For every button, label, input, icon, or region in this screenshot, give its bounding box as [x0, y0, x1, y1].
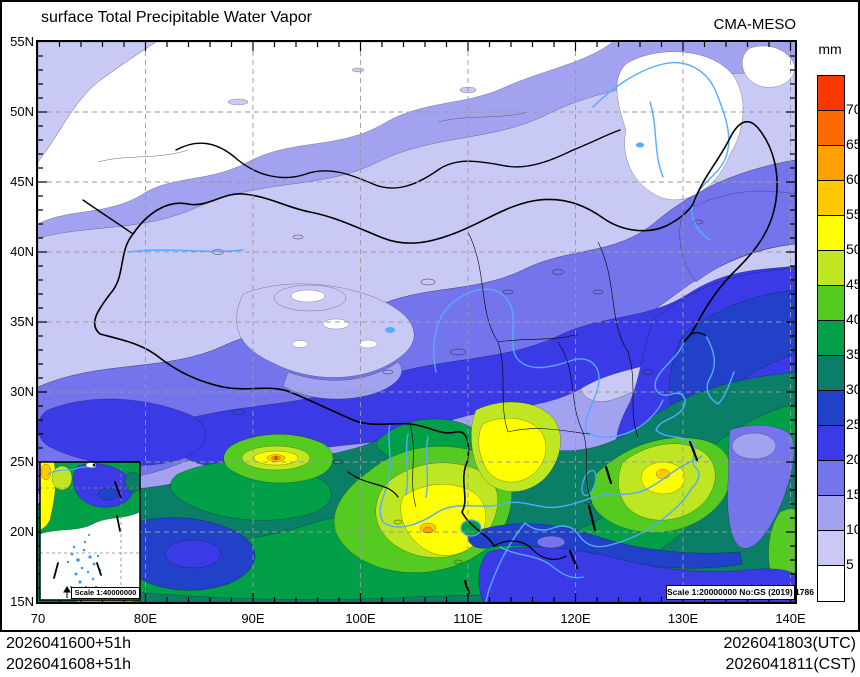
init-time-utc: 2026041600+51h: [6, 635, 132, 652]
colorbar-cell: [818, 251, 844, 286]
y-tick-label: 20N: [10, 524, 34, 539]
x-tick-label: 130E: [667, 611, 699, 626]
x-tick-label: 110E: [453, 611, 483, 626]
colorbar-cell: [818, 531, 844, 566]
model-name-label: CMA-MESO: [713, 16, 797, 33]
colorbar-tick-label: 65: [846, 136, 860, 152]
x-tick-label: 140E: [775, 611, 806, 626]
x-tick-label: 90E: [241, 611, 265, 626]
colorbar-tick-label: 35: [846, 346, 860, 362]
colorbar-tick-label: 40: [846, 311, 860, 327]
colorbar-cell: [818, 286, 844, 321]
x-tick-label: 100E: [345, 611, 376, 626]
y-tick-label: 40N: [10, 244, 34, 259]
valid-time-cst: 2026041811(CST): [725, 656, 856, 673]
colorbar-tick-label: 60: [846, 171, 860, 187]
colorbar-cell: [818, 426, 844, 461]
colorbar-tick-label: 15: [846, 486, 860, 502]
map-panel: [36, 40, 797, 604]
province-borders: [409, 231, 639, 508]
inset-scale-label: Scale 1:40000000: [71, 587, 140, 599]
y-tick-label: 35N: [10, 314, 34, 329]
footer-valid-times: 2026041803(UTC) 2026041811(CST): [723, 633, 856, 675]
colorbar-tick-label: 70: [846, 101, 860, 117]
x-tick-label: 120E: [560, 611, 591, 626]
colorbar-tick-label: 55: [846, 206, 860, 222]
y-tick-label: 55N: [10, 34, 34, 49]
colorbar-tick-label: 30: [846, 381, 860, 397]
colorbar-tick-label: 5: [846, 556, 854, 572]
colorbar-cell: [818, 496, 844, 531]
init-time-cst: 2026041608+51h: [6, 656, 132, 673]
footer-init-times: 2026041600+51h 2026041608+51h: [6, 633, 131, 675]
y-tick-label: 50N: [10, 104, 34, 119]
colorbar-cell: [818, 76, 844, 111]
y-tick-label: 15N: [10, 594, 34, 609]
contour-fill-layer: [38, 42, 795, 602]
colorbar-cell: [818, 461, 844, 496]
colorbar-tick-label: 50: [846, 241, 860, 257]
colorbar-tick-label: 20: [846, 451, 860, 467]
colorbar-cell: [818, 356, 844, 391]
colorbar-cell: [818, 216, 844, 251]
colorbar-cell: [818, 566, 844, 601]
colorbar-tick-label: 10: [846, 521, 860, 537]
page-title: surface Total Precipitable Water Vapor: [41, 9, 312, 26]
colorbar-cell: [818, 111, 844, 146]
rivers-coastlines: [127, 62, 735, 602]
y-tick-label: 30N: [10, 384, 34, 399]
colorbar-tick-label: 45: [846, 276, 860, 292]
colorbar-cell: [818, 391, 844, 426]
colorbar-tick-label: 25: [846, 416, 860, 432]
inset-map-south-china-sea: [39, 461, 141, 601]
colorbar-cell: [818, 181, 844, 216]
colorbar-cell: [818, 321, 844, 356]
y-tick-label: 45N: [10, 174, 34, 189]
map-scale-note: Scale 1:20000000 No:GS (2019) 1786: [666, 585, 814, 600]
colorbar-cell: [818, 146, 844, 181]
axis-ticks: [38, 42, 795, 602]
graticule-gridlines: [38, 42, 795, 602]
map-canvas: [38, 42, 795, 602]
valid-time-utc: 2026041803(UTC): [723, 635, 856, 652]
x-tick-label: 70: [30, 611, 46, 626]
x-tick-label: 80E: [133, 611, 158, 626]
colorbar: [817, 75, 845, 602]
y-tick-label: 25N: [10, 454, 34, 469]
contour-speckles: [97, 111, 704, 565]
colorbar-unit-label: mm: [818, 41, 842, 57]
